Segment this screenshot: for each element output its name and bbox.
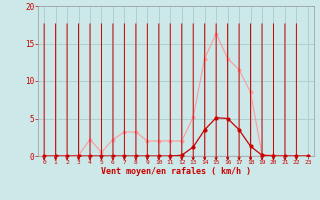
X-axis label: Vent moyen/en rafales ( km/h ): Vent moyen/en rafales ( km/h ) bbox=[101, 167, 251, 176]
